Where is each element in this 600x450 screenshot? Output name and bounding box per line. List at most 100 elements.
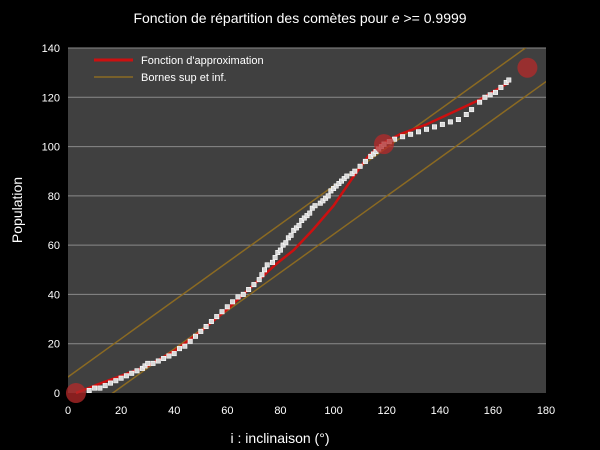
data-point	[113, 378, 119, 384]
data-point	[251, 282, 257, 288]
x-tick-label: 80	[274, 405, 286, 417]
data-point	[264, 262, 270, 268]
data-point	[415, 129, 421, 135]
y-tick-label: 120	[42, 92, 60, 104]
data-point	[272, 255, 278, 261]
data-point	[214, 314, 220, 320]
data-point	[477, 99, 483, 105]
data-point	[118, 375, 124, 381]
bound-line	[68, 48, 527, 378]
data-point	[177, 346, 183, 352]
data-point	[193, 333, 199, 339]
data-point	[256, 277, 262, 283]
data-point	[439, 121, 445, 127]
data-point	[362, 158, 368, 164]
y-tick-label: 60	[48, 240, 60, 252]
data-point	[423, 126, 429, 132]
data-point	[246, 286, 252, 292]
plot-area	[68, 48, 546, 393]
highlight-marker	[65, 383, 86, 403]
x-tick-label: 180	[537, 405, 555, 417]
data-point	[506, 77, 512, 83]
data-point	[463, 112, 469, 118]
chart-title: Fonction de répartition des comètes pour…	[133, 10, 467, 26]
data-point	[134, 368, 140, 374]
y-tick-label: 100	[42, 142, 60, 154]
x-tick-label: 60	[221, 405, 233, 417]
data-point	[408, 131, 414, 137]
plot-clipped	[68, 48, 546, 393]
data-point	[352, 168, 358, 174]
data-point	[208, 318, 214, 324]
y-axis-ticks: 0 20 40 60 80 100 120 140	[42, 43, 60, 400]
data-point	[97, 385, 103, 391]
data-point	[102, 383, 108, 389]
data-point	[235, 294, 241, 300]
data-point	[108, 380, 114, 386]
data-point	[288, 232, 294, 238]
data-point	[166, 353, 172, 359]
data-point	[219, 309, 225, 315]
x-tick-label: 160	[484, 405, 502, 417]
data-point	[155, 358, 161, 364]
data-point	[447, 119, 453, 125]
series-layer	[65, 48, 546, 403]
x-tick-label: 20	[115, 405, 127, 417]
data-point	[269, 259, 275, 265]
x-tick-label: 100	[324, 405, 342, 417]
y-tick-label: 80	[48, 191, 60, 203]
data-point	[240, 291, 246, 297]
data-point	[129, 370, 135, 376]
data-point	[92, 385, 98, 391]
bound-line	[111, 80, 546, 393]
data-point	[203, 323, 209, 329]
x-tick-label: 120	[377, 405, 395, 417]
data-point	[261, 267, 267, 273]
highlight-marker	[374, 134, 395, 155]
data-point	[455, 117, 461, 123]
data-point	[357, 163, 363, 169]
x-tick-label: 0	[65, 405, 71, 417]
x-axis-label: i : inclinaison (°)	[230, 430, 330, 446]
x-tick-label: 40	[168, 405, 180, 417]
x-tick-label: 140	[431, 405, 449, 417]
legend-label: Bornes sup et inf.	[141, 72, 227, 84]
y-tick-label: 0	[54, 388, 60, 400]
data-point	[296, 222, 302, 228]
legend-label: Fonction d'approximation	[141, 55, 264, 67]
data-point	[469, 107, 475, 113]
data-point	[145, 360, 151, 366]
y-tick-label: 40	[48, 289, 60, 301]
data-point	[187, 338, 193, 344]
x-axis-ticks: 0 20 40 60 80 100 120 140 160 180	[65, 405, 555, 417]
data-point	[142, 363, 148, 369]
data-point	[224, 304, 230, 310]
data-point	[139, 365, 145, 371]
data-point	[171, 351, 177, 357]
y-tick-label: 140	[42, 43, 60, 55]
data-point	[86, 387, 92, 393]
data-point	[498, 84, 504, 90]
grid-lines	[68, 47, 546, 345]
data-point	[325, 193, 331, 199]
data-point	[482, 94, 488, 100]
data-point	[123, 373, 129, 379]
data-point	[312, 203, 318, 209]
y-axis-label: Population	[9, 176, 25, 244]
data-point	[150, 360, 156, 366]
data-point	[198, 328, 204, 334]
data-point	[259, 272, 265, 278]
data-point	[161, 355, 167, 361]
data-point	[277, 247, 283, 253]
data-point	[283, 240, 289, 246]
data-point	[492, 89, 498, 95]
data-point	[487, 92, 493, 98]
data-point	[307, 210, 313, 216]
data-point	[400, 134, 406, 140]
data-point	[182, 343, 188, 349]
y-tick-label: 20	[48, 339, 60, 351]
legend: Fonction d'approximation Bornes sup et in…	[94, 55, 264, 84]
data-point	[431, 124, 437, 130]
highlight-marker	[517, 57, 538, 78]
